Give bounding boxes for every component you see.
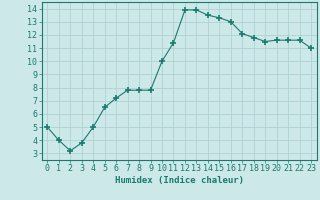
X-axis label: Humidex (Indice chaleur): Humidex (Indice chaleur) bbox=[115, 176, 244, 185]
